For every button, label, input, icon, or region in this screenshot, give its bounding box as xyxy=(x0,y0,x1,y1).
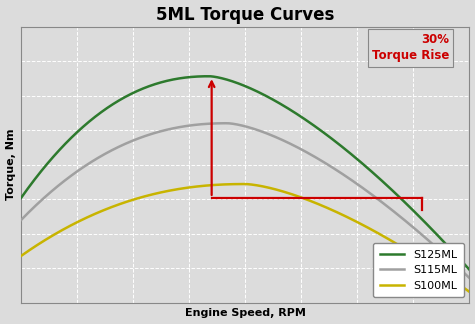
S125ML xyxy=(133,89,139,93)
X-axis label: Engine Speed, RPM: Engine Speed, RPM xyxy=(185,308,306,318)
Line: S125ML: S125ML xyxy=(21,76,469,270)
Legend: S125ML, S115ML, S100ML: S125ML, S115ML, S100ML xyxy=(373,243,464,297)
S115ML xyxy=(466,276,472,280)
S100ML xyxy=(242,182,248,186)
Text: 30%
Torque Rise: 30% Torque Rise xyxy=(372,33,449,63)
S125ML xyxy=(18,196,24,200)
S100ML xyxy=(221,182,227,186)
S100ML xyxy=(283,191,289,194)
S125ML xyxy=(357,159,362,163)
S100ML xyxy=(466,290,472,294)
S100ML xyxy=(357,221,362,225)
S100ML xyxy=(97,210,103,214)
Line: S115ML: S115ML xyxy=(21,123,469,278)
S125ML xyxy=(206,74,212,78)
Line: S100ML: S100ML xyxy=(21,184,469,292)
S115ML xyxy=(224,121,230,125)
S115ML xyxy=(357,184,362,188)
S125ML xyxy=(222,77,228,81)
S125ML xyxy=(97,111,103,115)
S100ML xyxy=(133,197,139,201)
S100ML xyxy=(18,254,24,258)
S125ML xyxy=(466,268,472,272)
S100ML xyxy=(318,203,324,207)
Y-axis label: Torque, Nm: Torque, Nm xyxy=(6,129,16,201)
S115ML xyxy=(221,121,227,125)
S115ML xyxy=(97,155,103,158)
S115ML xyxy=(18,218,24,222)
S115ML xyxy=(318,159,324,163)
S125ML xyxy=(318,129,324,133)
S115ML xyxy=(283,140,289,144)
S125ML xyxy=(283,105,289,109)
S115ML xyxy=(133,137,139,141)
Title: 5ML Torque Curves: 5ML Torque Curves xyxy=(156,6,334,24)
